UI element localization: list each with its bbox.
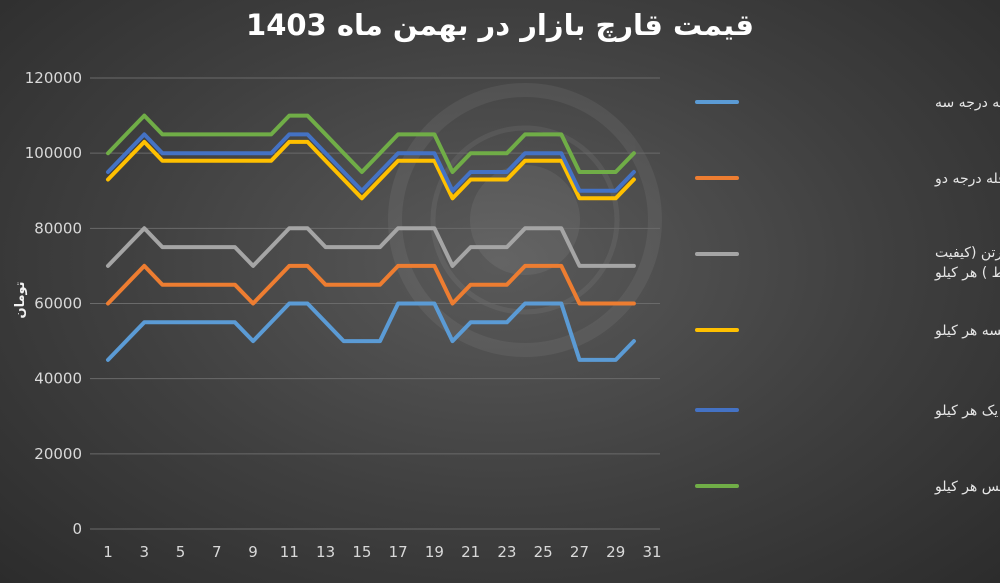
y-tick-label: 60000 [34,295,82,313]
y-tick-label: 80000 [34,219,82,237]
series-line-6 [106,113,636,174]
y-axis-label: تومان [13,281,28,318]
y-tick-label: 40000 [34,370,82,388]
legend-label: قارچ فله در سبد و کیسه و کارتن (کیفیتمتو… [934,245,1000,281]
legend-item-1: قارچ فله درجه سه [695,95,1000,111]
chart-title: قیمت قارچ بازار در بهمن ماه 1403 [246,8,754,42]
x-tick-label: 15 [352,543,371,561]
x-tick-label: 31 [642,543,661,561]
x-tick-label: 21 [461,543,480,561]
series-line-4 [106,139,636,201]
legend-item-5: قارچ فله سبد درجه یک هر کیلو [695,403,1000,419]
x-tick-label: 17 [389,543,408,561]
legend-label: قارچ فله در کیسه هر کیلو [934,323,1000,339]
legend-item-3: قارچ فله در سبد و کیسه و کارتن (کیفیتمتو… [695,245,1000,281]
x-tick-label: 29 [606,543,625,561]
legend-item-4: قارچ فله در کیسه هر کیلو [695,323,1000,339]
x-tick-label: 13 [316,543,335,561]
series-line-1 [106,301,636,362]
legend-label: قارچ فله در سبد لوکس هر کیلو [934,479,1000,495]
x-tick-label: 9 [248,543,258,561]
y-axis-ticks: 0 20000 40000 60000 80000 100000 120000 [25,69,82,538]
y-tick-label: 100000 [25,144,82,162]
legend-item-6: قارچ فله در سبد لوکس هر کیلو [695,479,1000,495]
y-tick-label: 20000 [34,445,82,463]
x-axis-ticks: 1 3 5 7 9 11 13 15 17 19 21 23 25 27 29 31 [103,543,661,561]
x-tick-label: 23 [497,543,516,561]
legend: قارچ فله درجه سه قارچ فله درجه دو قارچ فله… [695,95,1000,495]
legend-label: قارچ فله درجه سه [935,95,1000,111]
x-tick-label: 5 [176,543,186,561]
watermark-logo [388,83,662,357]
x-tick-label: 25 [534,543,553,561]
series-line-3 [106,226,636,268]
series-line-5 [106,132,636,193]
legend-label: قارچ فله درجه دو [934,171,1000,187]
y-tick-label: 0 [72,520,82,538]
gridlines [90,77,660,530]
x-tick-label: 11 [280,543,299,561]
y-tick-label: 120000 [25,69,82,87]
series-lines [106,113,636,362]
x-tick-label: 7 [212,543,222,561]
legend-label: قارچ فله سبد درجه یک هر کیلو [934,403,1000,419]
x-tick-label: 1 [103,543,113,561]
x-tick-label: 3 [139,543,149,561]
x-tick-label: 27 [570,543,589,561]
series-line-2 [106,263,636,306]
x-tick-label: 19 [425,543,444,561]
legend-item-2: قارچ فله درجه دو [695,171,1000,187]
